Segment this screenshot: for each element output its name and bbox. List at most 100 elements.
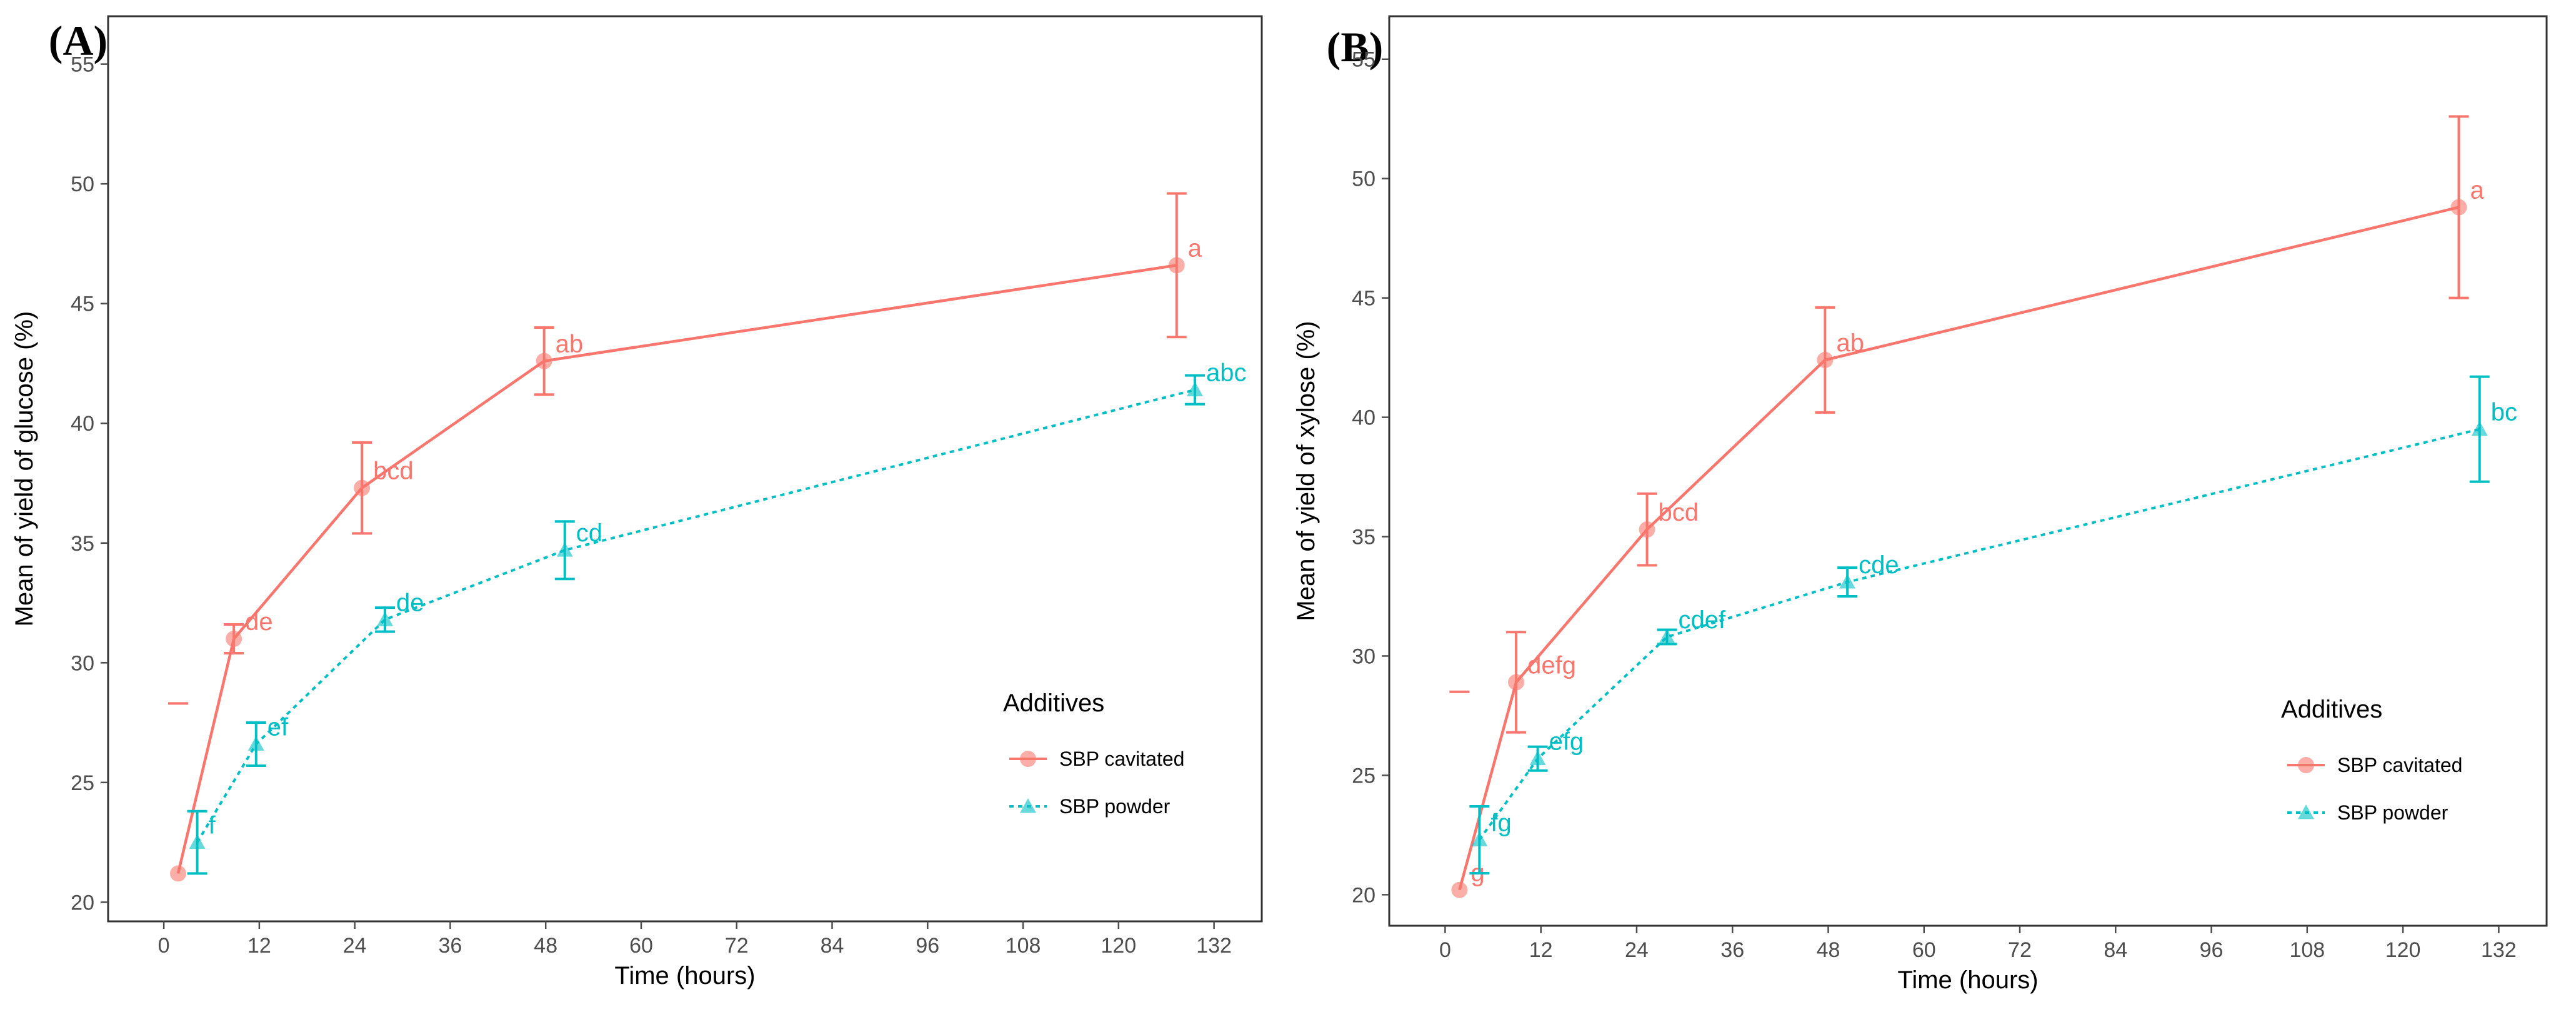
x-tick-label: 132 (1196, 934, 1232, 958)
x-tick-label: 72 (725, 934, 749, 958)
legend-title: Additives (2281, 696, 2382, 723)
data-point (377, 611, 394, 626)
x-tick-label: 96 (2200, 938, 2224, 962)
point-label: ef (267, 714, 289, 741)
panel-label: (A) (49, 17, 107, 64)
y-tick-label: 30 (71, 651, 94, 675)
x-tick-label: 24 (1625, 938, 1649, 962)
data-point (2450, 199, 2467, 216)
data-point (536, 353, 552, 369)
legend-key-marker (1020, 798, 1036, 813)
legend-label: SBP powder (2337, 801, 2449, 824)
x-tick-label: 0 (1439, 938, 1451, 962)
legend-label: SBP cavitated (2337, 754, 2462, 776)
y-tick-label: 40 (71, 412, 94, 436)
x-tick-label: 36 (1720, 938, 1744, 962)
y-axis-title: Mean of yield of xylose (%) (1292, 321, 1320, 621)
point-label: bcd (1659, 499, 1699, 526)
x-tick-label: 60 (629, 934, 653, 958)
y-tick-label: 25 (71, 771, 94, 795)
legend-label: SBP cavitated (1059, 748, 1184, 770)
x-tick-label: 108 (1006, 934, 1041, 958)
x-tick-label: 84 (821, 934, 844, 958)
y-tick-label: 30 (1352, 644, 1375, 668)
y-tick-label: 50 (71, 173, 94, 196)
legend-key-marker (2298, 804, 2314, 819)
panel-b: (B) 20 25 30 35 40 45 50 55 0 12 24 36 48 60 72 84 96 108 1… (1292, 15, 2548, 994)
plot-frame (1388, 15, 2548, 927)
point-label: bcd (373, 458, 414, 485)
x-tick-label: 12 (247, 934, 271, 958)
data-point (189, 834, 206, 849)
x-tick-label: 24 (343, 934, 367, 958)
data-point (1451, 881, 1468, 898)
data-point (226, 630, 242, 647)
x-axis-title: Time (hours) (1897, 966, 2038, 994)
legend-key (1009, 798, 1047, 813)
series-powder: fg efg cdef cde bc (1469, 375, 2517, 874)
point-label: cdef (1678, 606, 1725, 634)
x-tick-label: 132 (2481, 938, 2517, 962)
data-point (354, 479, 371, 496)
y-tick-label: 25 (1352, 764, 1375, 788)
point-label: fg (1490, 809, 1511, 837)
legend-key-marker (2298, 757, 2314, 773)
data-point (556, 542, 573, 557)
x-tick-label: 36 (439, 934, 462, 958)
point-label: de (396, 589, 424, 616)
x-tick-label: 96 (916, 934, 939, 958)
point-label: ab (1836, 329, 1864, 357)
panel-a: (A) 20 25 30 35 40 45 50 55 0 12 24 36 48 60 72 84 96 108 1… (11, 15, 1263, 989)
legend: Additives SBP cavitated SBP powder (2281, 696, 2462, 824)
data-point (247, 736, 264, 751)
data-point (1639, 521, 1655, 538)
data-point (1508, 674, 1525, 691)
point-label: efg (1549, 728, 1584, 756)
series-line (196, 388, 1196, 843)
x-tick-label: 60 (1912, 938, 1936, 962)
data-point (1817, 351, 1834, 368)
legend-key (1009, 751, 1047, 767)
data-point (1839, 574, 1856, 589)
y-axis-title: Mean of yield of glucose (%) (11, 311, 38, 627)
point-label: de (245, 608, 273, 636)
x-tick-label: 72 (2008, 938, 2032, 962)
point-label: a (2470, 177, 2485, 204)
y-tick-label: 40 (1352, 406, 1375, 430)
x-tick-label: 0 (158, 934, 170, 958)
y-tick-label: 20 (71, 891, 94, 914)
y-tick-label: 35 (71, 532, 94, 556)
data-point (1659, 628, 1675, 644)
data-point (1471, 831, 1488, 846)
y-tick-label: 20 (1352, 883, 1375, 907)
x-tick-label: 84 (2104, 938, 2127, 962)
series-powder: f ef de cd abc (187, 359, 1247, 875)
x-axis-title: Time (hours) (614, 962, 755, 989)
y-tick-label: 45 (1352, 287, 1375, 311)
y-tick-label: 55 (71, 53, 94, 77)
legend-title: Additives (1003, 689, 1104, 717)
y-tick-label: 55 (1352, 48, 1375, 72)
point-label: defg (1527, 651, 1576, 679)
point-label: abc (1206, 359, 1247, 387)
data-point (1168, 257, 1185, 274)
y-tick-label: 35 (1352, 526, 1375, 549)
legend-label: SBP powder (1059, 795, 1171, 818)
x-tick-label: 120 (2385, 938, 2421, 962)
point-label: bc (2491, 399, 2517, 426)
x-tick-label: 48 (1817, 938, 1840, 962)
point-label: cd (576, 519, 602, 547)
data-point (1529, 750, 1546, 766)
x-tick-label: 12 (1529, 938, 1553, 962)
point-label: f (209, 812, 216, 839)
point-label: a (1188, 234, 1202, 262)
plot-frame (107, 15, 1263, 923)
data-point (2471, 421, 2488, 436)
x-tick-label: 108 (2289, 938, 2325, 962)
series-line (1478, 428, 2480, 841)
point-label: cde (1859, 551, 1899, 579)
x-tick-label: 120 (1101, 934, 1136, 958)
